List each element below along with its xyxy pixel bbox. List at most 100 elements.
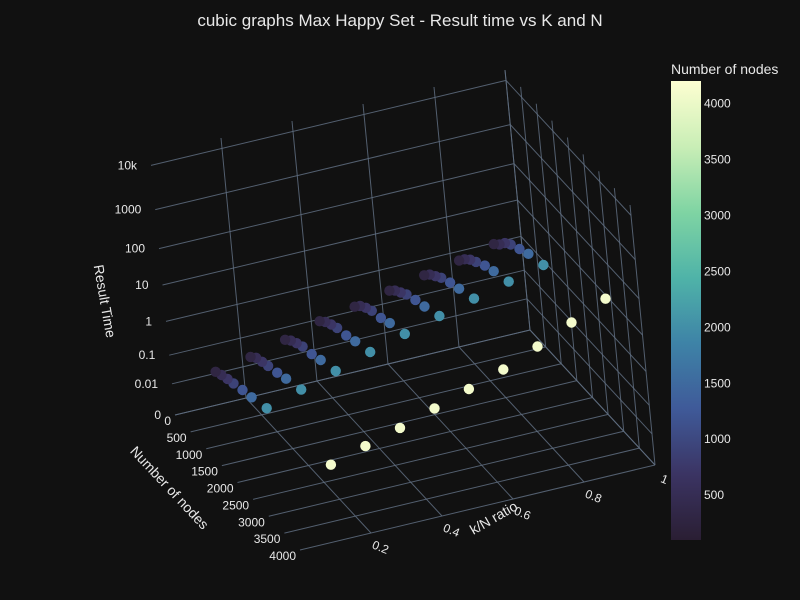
colorbar-tick-label: 3000 bbox=[704, 208, 731, 222]
grid-line bbox=[174, 329, 531, 416]
colorbar-tick-label: 1500 bbox=[704, 376, 731, 390]
grid-line bbox=[245, 397, 372, 534]
grid-line bbox=[387, 363, 514, 500]
data-point bbox=[360, 440, 371, 452]
grid-line bbox=[171, 298, 528, 385]
z-axis-title: Result Time bbox=[91, 263, 120, 339]
data-point bbox=[434, 310, 445, 322]
data-point bbox=[419, 301, 430, 312]
z-tick-label: 10 bbox=[135, 278, 149, 292]
data-point bbox=[314, 316, 325, 327]
data-point bbox=[349, 301, 360, 312]
colorbar-tick-label: 3500 bbox=[704, 152, 731, 166]
data-point bbox=[375, 312, 387, 324]
data-point bbox=[384, 317, 395, 329]
n-tick-label: 3000 bbox=[238, 515, 265, 529]
n-tick-label: 500 bbox=[167, 431, 187, 445]
data-point bbox=[488, 238, 499, 250]
grid-line bbox=[513, 163, 640, 299]
grid-lines bbox=[150, 69, 656, 551]
grid-line bbox=[155, 124, 511, 211]
data-point bbox=[315, 354, 326, 366]
colorbar-ticks: 500 1000 1500 2000 2500 3000 3500 4000 bbox=[704, 96, 731, 502]
grid-line bbox=[165, 235, 522, 322]
n-tick-label: 3500 bbox=[254, 532, 281, 546]
z-tick-label: 1000 bbox=[115, 203, 142, 217]
n-tick-label: 1000 bbox=[176, 448, 203, 462]
grid-line bbox=[529, 329, 656, 466]
data-point bbox=[306, 348, 317, 360]
colorbar-gradient bbox=[671, 81, 701, 540]
colorbar-tick-label: 4000 bbox=[704, 96, 731, 110]
k-tick-label: 0.8 bbox=[583, 487, 604, 506]
k-axis-ticks: 0.2 0.4 0.6 0.8 1 bbox=[370, 472, 670, 557]
colorbar-tick-label: 2500 bbox=[704, 264, 731, 278]
z-tick-label: 10k bbox=[118, 158, 138, 172]
data-point bbox=[280, 373, 292, 384]
z-axis-ticks: 0 0.01 0.1 1 10 100 1000 10k bbox=[115, 158, 162, 422]
data-point bbox=[538, 259, 549, 271]
data-point bbox=[600, 293, 611, 304]
colorbar-tick-label: 500 bbox=[704, 488, 724, 502]
colorbar-tick-label: 2000 bbox=[704, 320, 731, 334]
data-point bbox=[384, 285, 395, 296]
data-point bbox=[246, 392, 257, 403]
grid-line bbox=[523, 269, 650, 406]
data-point bbox=[365, 346, 376, 358]
colorbar-title: Number of nodes bbox=[671, 61, 778, 77]
grid-line bbox=[509, 124, 636, 260]
grid-line bbox=[158, 163, 515, 250]
k-tick-label: 0.4 bbox=[441, 521, 462, 540]
grid-line bbox=[505, 80, 632, 216]
data-point bbox=[330, 365, 341, 377]
grid-line bbox=[526, 298, 653, 435]
data-point bbox=[325, 459, 337, 470]
n-axis-ticks: 0 500 1000 1500 2000 2500 3000 3500 4000 bbox=[164, 414, 296, 563]
k-tick-label: 0.2 bbox=[370, 538, 391, 557]
data-point bbox=[410, 294, 421, 306]
data-point bbox=[399, 328, 410, 340]
n-tick-label: 2500 bbox=[222, 498, 249, 512]
grid-line bbox=[237, 397, 593, 483]
k-tick-label: 0.6 bbox=[512, 504, 533, 523]
k-tick-label: 1 bbox=[659, 472, 671, 488]
data-point bbox=[523, 248, 534, 259]
data-point bbox=[453, 283, 465, 294]
data-point bbox=[532, 341, 543, 352]
grid-line bbox=[316, 380, 443, 517]
grid-line bbox=[190, 346, 546, 433]
grid-line bbox=[162, 199, 518, 286]
colorbar: Number of nodes 500 1000 1500 2000 2500 3000 3… bbox=[671, 61, 778, 540]
data-point bbox=[341, 330, 352, 341]
z-tick-label: 0.1 bbox=[139, 348, 156, 362]
data-point bbox=[296, 384, 307, 395]
data-point bbox=[394, 422, 406, 434]
n-tick-label: 2000 bbox=[207, 482, 234, 496]
grid-line bbox=[520, 236, 647, 372]
data-point bbox=[498, 364, 509, 375]
data-point bbox=[514, 243, 525, 255]
data-point bbox=[210, 366, 221, 377]
grid-line bbox=[268, 430, 624, 517]
data-point bbox=[463, 383, 475, 395]
data-point bbox=[503, 276, 514, 287]
data-point bbox=[479, 260, 490, 271]
data-point bbox=[419, 270, 430, 281]
z-tick-label: 0 bbox=[154, 408, 161, 422]
grid-line bbox=[150, 79, 507, 166]
data-point bbox=[468, 293, 480, 304]
grid-line bbox=[299, 464, 656, 551]
data-point bbox=[261, 403, 272, 414]
data-point bbox=[279, 334, 291, 345]
data-point bbox=[444, 277, 456, 288]
data-point bbox=[429, 403, 440, 414]
data-point bbox=[453, 255, 465, 266]
z-tick-label: 1 bbox=[145, 314, 152, 328]
z-tick-label: 0.01 bbox=[135, 377, 159, 391]
grid-line bbox=[206, 363, 562, 450]
n-tick-label: 4000 bbox=[269, 549, 296, 563]
data-point bbox=[488, 266, 499, 277]
data-point bbox=[272, 367, 283, 378]
